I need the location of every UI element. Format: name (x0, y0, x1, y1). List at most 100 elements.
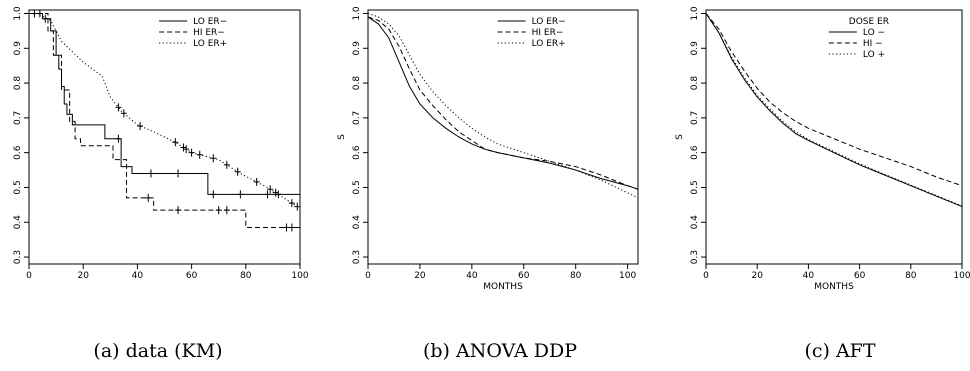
x-tick-label: 60 (854, 271, 866, 281)
x-tick-label: 40 (466, 271, 478, 281)
x-tick-label: 80 (240, 271, 252, 281)
caption-aft: (c) AFT (804, 340, 876, 362)
km-chart-panel: 0 20 40 60 80 100 0.3 0.4 0.5 0.6 0.7 0.8 0.9 1.0 LO E… (0, 0, 320, 300)
km-chart: 0 20 40 60 80 100 0.3 0.4 0.5 0.6 0.7 0.8 0.9 1.0 LO E… (13, 6, 309, 281)
y-axis-label: S (337, 134, 347, 140)
legend-label: LO ER+ (532, 39, 566, 49)
x-tick-label: 100 (953, 271, 970, 281)
y-tick-label: 0.3 (352, 250, 362, 264)
legend-label: LO − (863, 28, 885, 38)
y-tick-label: 0.7 (13, 111, 23, 125)
y-tick-label: 0.8 (13, 76, 23, 91)
series-line (367, 16, 639, 190)
censor-mark (210, 190, 217, 199)
x-tick-label: 40 (803, 271, 815, 281)
y-tick-label: 0.4 (352, 215, 362, 230)
x-tick-label: 0 (26, 271, 32, 281)
censor-mark (115, 103, 122, 112)
legend-label: LO ER+ (193, 39, 227, 49)
y-tick-label: 1.0 (352, 6, 362, 21)
legend-label: HI ER− (532, 28, 564, 38)
y-tick-label: 0.8 (352, 76, 362, 91)
x-tick-label: 100 (291, 271, 308, 281)
legend-label: LO ER− (193, 17, 227, 27)
aft-chart-panel: 0 20 40 60 80 100 0.3 0.4 0.5 0.6 0.7 0.8 0.9 1.0 MONT… (672, 0, 970, 300)
y-tick-label: 0.6 (352, 145, 362, 160)
y-tick-label: 0.6 (13, 145, 23, 160)
caption-anova-ddp: (b) ANOVA DDP (422, 340, 578, 362)
y-tick-label: 0.4 (13, 215, 23, 230)
y-tick-label: 0.9 (352, 41, 362, 56)
series-line (705, 13, 963, 187)
censor-mark (215, 206, 222, 215)
x-tick-label: 20 (751, 271, 763, 281)
censor-mark (137, 121, 144, 130)
y-tick-label: 1.0 (13, 6, 23, 21)
x-tick-label: 80 (570, 271, 582, 281)
y-tick-label: 1.0 (690, 6, 700, 21)
censor-mark (145, 193, 152, 202)
legend-label: HI ER− (193, 28, 225, 38)
censor-mark (234, 167, 241, 176)
censor-mark (283, 223, 290, 232)
censor-mark (196, 150, 203, 159)
y-tick-label: 0.4 (690, 215, 700, 230)
censor-mark (188, 148, 195, 157)
censor-mark (180, 143, 187, 152)
plot-frame (705, 9, 963, 265)
censor-mark (237, 190, 244, 199)
x-axis-label: MONTHS (814, 282, 854, 292)
censor-mark (175, 206, 182, 215)
censor-mark (272, 188, 279, 197)
legend-title: DOSE ER (849, 17, 889, 27)
censor-mark (115, 134, 122, 143)
caption-km: (a) data (KM) (93, 340, 223, 362)
y-tick-label: 0.5 (13, 180, 23, 194)
y-tick-label: 0.3 (13, 250, 23, 264)
censor-mark (288, 199, 295, 208)
x-tick-label: 60 (518, 271, 530, 281)
x-tick-label: 0 (703, 271, 709, 281)
aft-chart: 0 20 40 60 80 100 0.3 0.4 0.5 0.6 0.7 0.8 0.9 1.0 MONT… (675, 6, 970, 292)
censor-mark (175, 169, 182, 178)
censor-mark (264, 190, 271, 199)
censor-mark (223, 160, 230, 169)
y-tick-label: 0.3 (690, 250, 700, 264)
y-tick-label: 0.7 (352, 111, 362, 125)
censor-mark (275, 190, 282, 199)
censor-mark (253, 177, 260, 186)
legend-label: LO + (863, 50, 885, 60)
y-tick-label: 0.7 (690, 111, 700, 125)
censor-mark (172, 138, 179, 147)
series-line (367, 16, 639, 190)
censor-mark (267, 185, 274, 194)
x-tick-label: 80 (905, 271, 917, 281)
censor-mark (147, 169, 154, 178)
y-tick-label: 0.6 (690, 145, 700, 160)
y-tick-label: 0.5 (352, 180, 362, 194)
x-tick-label: 40 (132, 271, 144, 281)
censor-mark (288, 223, 295, 232)
plot-frame (28, 9, 301, 265)
x-tick-label: 100 (619, 271, 636, 281)
x-tick-label: 20 (77, 271, 89, 281)
censor-mark (210, 154, 217, 163)
legend-label: LO ER− (532, 17, 566, 27)
y-tick-label: 0.9 (13, 41, 23, 56)
series-line (29, 12, 300, 228)
censor-mark (223, 206, 230, 215)
y-axis-label: S (675, 134, 685, 140)
series-line (705, 13, 963, 208)
y-tick-label: 0.5 (690, 180, 700, 194)
anova-ddp-chart: 0 20 40 60 80 100 0.3 0.4 0.5 0.6 0.7 0.8 0.9 1.0 MONT… (337, 6, 639, 292)
series-line (705, 13, 963, 207)
censor-mark (120, 109, 127, 118)
x-tick-label: 0 (365, 271, 371, 281)
plot-frame (367, 9, 639, 265)
x-tick-label: 60 (186, 271, 198, 281)
y-tick-label: 0.8 (690, 76, 700, 91)
anova-ddp-chart-panel: 0 20 40 60 80 100 0.3 0.4 0.5 0.6 0.7 0.8 0.9 1.0 MONT… (335, 0, 655, 300)
legend-label: HI − (863, 39, 883, 49)
censor-mark (183, 145, 190, 154)
x-axis-label: MONTHS (483, 282, 523, 292)
